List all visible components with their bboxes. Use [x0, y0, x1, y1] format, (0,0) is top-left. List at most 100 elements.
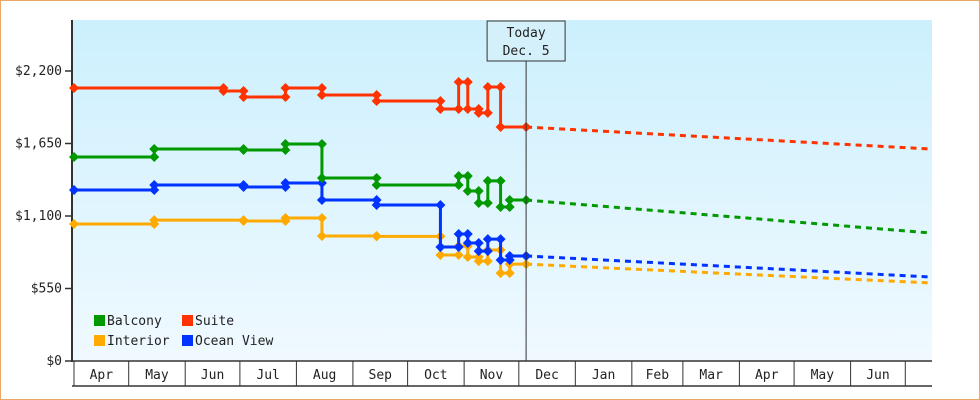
data-point	[482, 81, 493, 92]
data-point	[473, 107, 484, 118]
data-point	[504, 268, 515, 279]
data-point	[453, 103, 464, 114]
y-tick-label: $2,200	[15, 64, 62, 79]
data-point	[69, 185, 79, 196]
projection-line-suite	[526, 125, 931, 151]
data-point	[473, 185, 484, 196]
data-point	[316, 178, 327, 189]
month-label: Jan	[592, 368, 615, 383]
data-point	[435, 250, 446, 261]
data-point	[495, 81, 506, 92]
data-point	[280, 91, 291, 102]
month-label: Apr	[90, 368, 114, 383]
data-point	[453, 241, 464, 252]
data-point	[149, 151, 160, 162]
data-point	[453, 229, 464, 240]
data-point	[473, 256, 484, 267]
legend-swatch	[94, 335, 105, 346]
month-label: Sep	[369, 368, 393, 383]
data-point	[149, 215, 160, 226]
data-point	[238, 182, 249, 192]
data-point	[69, 83, 79, 94]
legend-label: Suite	[195, 314, 234, 329]
data-point	[462, 229, 473, 240]
data-point	[238, 216, 249, 227]
data-point	[371, 231, 382, 242]
data-point	[495, 268, 506, 279]
month-label: Aug	[313, 368, 336, 383]
data-point	[482, 256, 493, 267]
data-point	[473, 246, 484, 257]
data-point	[371, 180, 382, 191]
data-point	[371, 173, 382, 184]
projection-line-balcony	[525, 198, 931, 235]
data-point	[435, 103, 446, 114]
month-label: Apr	[755, 368, 779, 383]
data-point	[435, 200, 446, 211]
month-label: Feb	[646, 368, 670, 383]
data-point	[280, 212, 291, 223]
data-point	[435, 96, 446, 107]
y-tick-label: $1,650	[15, 137, 62, 152]
data-point	[149, 144, 160, 155]
data-point	[280, 144, 291, 155]
data-point	[495, 202, 506, 213]
legend-label: Balcony	[107, 314, 162, 329]
month-label: Oct	[424, 368, 447, 383]
data-point	[316, 83, 327, 94]
data-point	[473, 197, 484, 208]
month-label: May	[145, 368, 169, 383]
data-point	[238, 144, 249, 155]
month-label: Jun	[866, 368, 889, 383]
data-point	[473, 238, 484, 249]
today-label: Today	[507, 26, 546, 41]
data-point	[149, 180, 160, 191]
month-label: Mar	[699, 368, 723, 383]
data-point	[495, 122, 506, 133]
month-label: Nov	[480, 368, 504, 383]
legend-label: Ocean View	[195, 334, 273, 349]
data-point	[316, 195, 327, 206]
data-point	[462, 185, 473, 196]
today-box	[486, 20, 566, 62]
data-point	[504, 250, 515, 261]
data-point	[149, 185, 160, 196]
data-point	[238, 86, 249, 97]
data-point	[453, 250, 464, 261]
data-point	[316, 173, 327, 184]
y-tick-label: $1,100	[15, 209, 62, 224]
month-label: Jun	[201, 368, 224, 383]
projection-line-interior	[526, 262, 931, 285]
data-point	[504, 195, 515, 206]
data-point	[462, 76, 473, 87]
data-point	[435, 241, 446, 252]
data-point	[280, 139, 291, 150]
data-point	[453, 171, 464, 182]
data-point	[218, 86, 229, 97]
data-point	[482, 175, 493, 186]
legend-swatch	[182, 315, 193, 326]
data-point	[371, 195, 382, 206]
data-point	[495, 255, 506, 266]
data-point	[280, 178, 291, 189]
today-date: Dec. 5	[503, 44, 550, 59]
data-point	[482, 197, 493, 208]
data-point	[69, 151, 79, 162]
legend-swatch	[94, 315, 105, 326]
y-tick-label: $550	[31, 282, 62, 297]
data-point	[462, 238, 473, 249]
legend-swatch	[182, 335, 193, 346]
data-point	[482, 246, 493, 257]
data-point	[371, 96, 382, 107]
data-point	[316, 139, 327, 150]
data-point	[495, 175, 506, 186]
data-point	[462, 251, 473, 262]
y-tick-label: $0	[46, 354, 62, 369]
data-point	[69, 219, 79, 230]
data-point	[371, 200, 382, 211]
data-point	[462, 171, 473, 182]
data-point	[504, 202, 515, 213]
data-point	[316, 231, 327, 242]
